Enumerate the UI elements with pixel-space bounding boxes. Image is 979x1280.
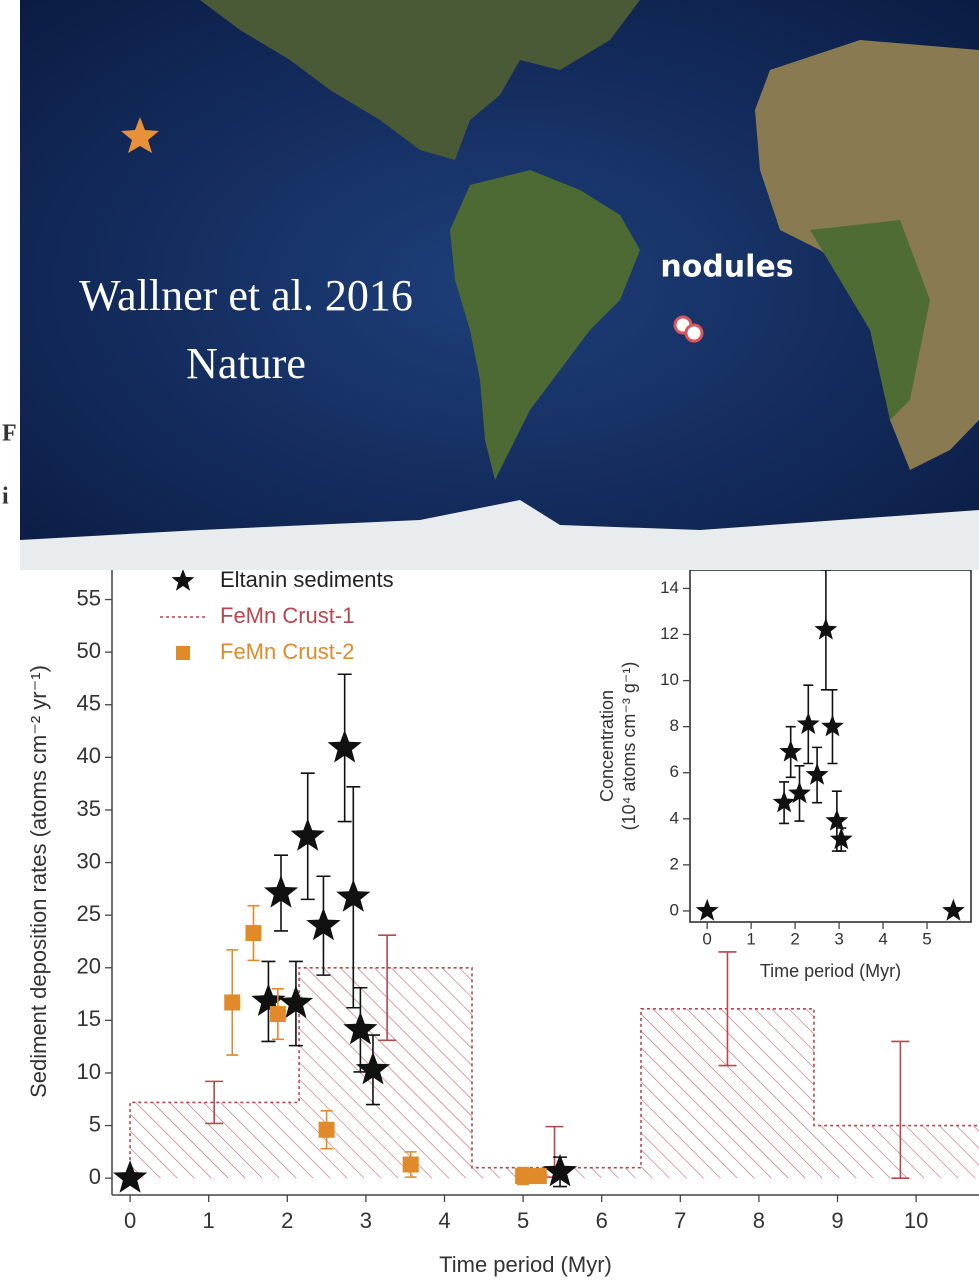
x-tick-label: 0	[124, 1208, 136, 1233]
x-tick-label: 5	[517, 1208, 529, 1233]
x-tick-label: 3	[360, 1208, 372, 1233]
y-tick-label: 12	[660, 624, 679, 643]
square-marker	[270, 1006, 286, 1022]
citation: Wallner et al. 2016	[79, 271, 413, 320]
square-marker	[319, 1122, 335, 1138]
square-marker	[224, 994, 240, 1010]
y-tick-label: 55	[77, 585, 101, 610]
y-tick-label: 50	[77, 638, 101, 663]
legend-label: Eltanin sediments	[220, 567, 394, 592]
map-label: nodules	[660, 250, 793, 285]
x-tick-label: 4	[438, 1208, 450, 1233]
legend-marker	[176, 646, 190, 660]
y-axis-label: (10⁴ atoms cm⁻³ g⁻¹)	[619, 662, 639, 831]
x-tick-label: 9	[831, 1208, 843, 1233]
y-tick-label: 8	[670, 716, 679, 735]
x-tick-label: 1	[203, 1208, 215, 1233]
y-tick-label: 15	[77, 1006, 101, 1031]
y-tick-label: 4	[670, 808, 679, 827]
x-tick-label: 1	[746, 929, 755, 948]
x-tick-label: 0	[702, 929, 711, 948]
x-tick-label: 3	[834, 929, 843, 948]
figure: F i 0510152025303540455055012345678910Ti…	[0, 0, 979, 1280]
x-axis-label: Time period (Myr)	[760, 961, 901, 981]
y-axis-label: Sediment deposition rates (atoms cm⁻² yr…	[26, 665, 51, 1098]
y-tick-label: 35	[77, 796, 101, 821]
x-tick-label: 10	[904, 1208, 928, 1233]
citation: Nature	[186, 339, 306, 388]
y-tick-label: 6	[670, 762, 679, 781]
y-tick-label: 0	[89, 1164, 101, 1189]
y-tick-label: 10	[660, 670, 679, 689]
x-tick-label: 2	[281, 1208, 293, 1233]
fragment-text: i	[2, 484, 9, 510]
square-marker	[515, 1168, 531, 1184]
page: { "fragments": ["F", "i"], "map": {"cita…	[0, 0, 979, 1280]
y-tick-label: 40	[77, 743, 101, 768]
x-tick-label: 6	[596, 1208, 608, 1233]
legend-marker	[172, 569, 195, 591]
step-area	[299, 968, 472, 1178]
y-tick-label: 30	[77, 848, 101, 873]
fragment-text: F	[2, 421, 17, 447]
x-tick-label: 2	[790, 929, 799, 948]
y-tick-label: 10	[77, 1059, 101, 1084]
y-tick-label: 14	[660, 578, 679, 597]
x-axis-label: Time period (Myr)	[439, 1252, 612, 1277]
nodule-site	[686, 325, 702, 341]
y-tick-label: 20	[77, 954, 101, 979]
y-tick-label: 45	[77, 691, 101, 716]
step-area	[814, 1126, 979, 1179]
y-tick-label: 25	[77, 901, 101, 926]
square-marker	[403, 1156, 419, 1172]
square-marker	[245, 925, 261, 941]
x-tick-label: 8	[753, 1208, 765, 1233]
plot-frame	[690, 570, 971, 922]
square-marker	[531, 1168, 547, 1184]
y-tick-label: 2	[670, 854, 679, 873]
y-axis-label: Concentration	[597, 690, 617, 802]
x-tick-label: 4	[878, 929, 887, 948]
legend-label: FeMn Crust-1	[220, 603, 354, 628]
y-tick-label: 0	[670, 900, 679, 919]
y-tick-label: 5	[89, 1111, 101, 1136]
map: nodules Wallner et al. 2016 Nature	[20, 0, 979, 570]
x-tick-label: 7	[674, 1208, 686, 1233]
legend-label: FeMn Crust-2	[220, 639, 354, 664]
x-tick-label: 5	[922, 929, 931, 948]
